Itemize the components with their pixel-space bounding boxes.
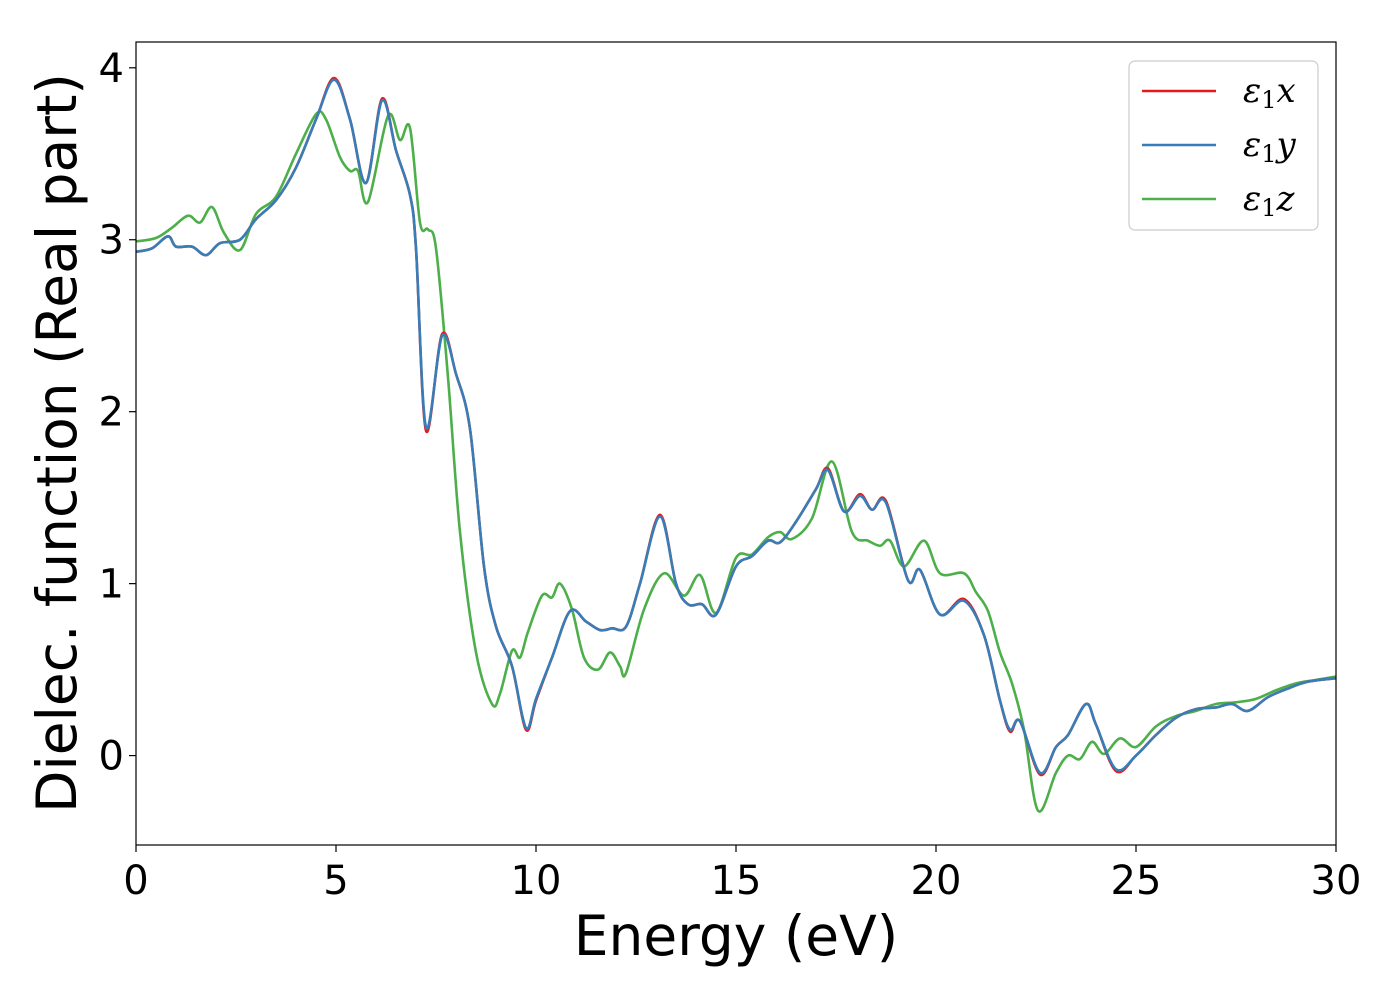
y-tick-label: 2 — [99, 390, 124, 436]
ticks-layer: 0 5 10 15 20 25 30 0 1 2 3 4 — [99, 46, 1362, 904]
legend-box — [1128, 60, 1319, 231]
legend-label-x: ε1x — [1243, 71, 1296, 114]
x-tick-label: 10 — [511, 858, 562, 904]
legend-label-y: ε1y — [1243, 125, 1297, 168]
y-axis-title: Dielec. function (Real part) — [25, 73, 89, 813]
x-tick-label: 0 — [123, 858, 148, 904]
x-tick-label: 15 — [711, 858, 762, 904]
y-tick-label: 1 — [99, 562, 124, 608]
x-axis-title: Energy (eV) — [574, 904, 898, 968]
x-tick-label: 5 — [323, 858, 348, 904]
series-line-y — [136, 78, 1336, 775]
y-tick-label: 0 — [99, 734, 124, 780]
series-line-z — [136, 110, 1336, 813]
y-tick-label: 3 — [99, 218, 124, 264]
legend-label-z: ε1z — [1243, 179, 1296, 222]
x-tick-label: 25 — [1111, 858, 1162, 904]
series-layer — [136, 76, 1336, 813]
legend: ε1x ε1y ε1z — [1128, 60, 1319, 231]
x-tick-label: 20 — [911, 858, 962, 904]
y-tick-label: 4 — [99, 46, 124, 92]
x-tick-label: 30 — [1311, 858, 1362, 904]
